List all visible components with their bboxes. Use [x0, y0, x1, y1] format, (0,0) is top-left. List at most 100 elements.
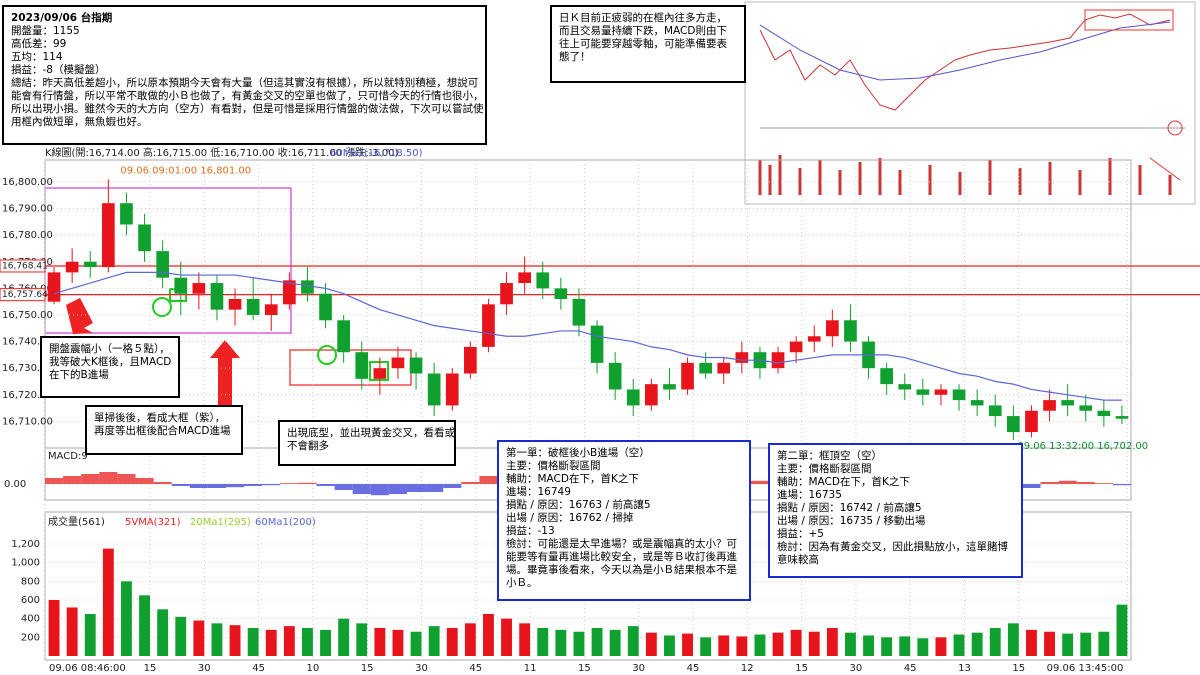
candle-body	[373, 368, 387, 379]
annotation-line: 損點 / 原因：16763 / 前高讓5	[506, 499, 651, 511]
macd-bar	[189, 484, 208, 488]
macd-bar	[99, 472, 118, 484]
y-tick-label: 16,740.00	[2, 337, 53, 348]
candle-body	[898, 384, 912, 390]
candle-body	[355, 352, 369, 379]
candle-body	[807, 336, 821, 342]
x-tick-label: 13	[958, 663, 971, 674]
macd-bar	[316, 484, 335, 486]
volume-bar	[700, 637, 712, 656]
reference-label-box	[0, 259, 46, 273]
y-tick-label: 800	[21, 576, 40, 587]
candle-body	[83, 261, 97, 268]
macd-bar	[479, 476, 498, 484]
candle-body	[65, 261, 79, 273]
candle-body	[1061, 400, 1074, 406]
macd-bar	[461, 482, 480, 484]
volume-bar	[971, 632, 983, 656]
annotation-line: 五均：114	[11, 51, 63, 63]
volume-bar	[573, 631, 585, 656]
annotation-box: 單掃後後，看成大框（紫）， 再度等出框後配合MACD進場	[85, 405, 243, 455]
candle-body	[608, 362, 622, 390]
low-label: 09.06 13:32:00 16,702.00	[1017, 441, 1148, 452]
annotation-line: 往上可能要穿越零軸，可能準備要表	[559, 38, 727, 50]
candle-body	[120, 203, 133, 225]
volume-bar	[989, 628, 1001, 656]
annotation-line: 在下的B進場	[49, 369, 109, 381]
candle-body	[427, 373, 441, 406]
candle-body	[156, 251, 169, 278]
x-tick-label: 15	[1012, 663, 1025, 674]
volume-bar	[1007, 623, 1019, 656]
annotation-line: 意味較高	[777, 554, 819, 566]
macd-bar	[81, 474, 100, 484]
x-tick-label: 10	[307, 663, 320, 674]
volume-bar	[863, 635, 874, 656]
volume-bar	[501, 618, 512, 656]
y-tick-label: 200	[21, 632, 40, 643]
candle-body	[645, 384, 658, 406]
x-tick-label: 09.06 08:46:00	[49, 663, 126, 674]
candle-body	[246, 299, 260, 315]
x-tick-label: 45	[904, 663, 917, 674]
volume-bar	[356, 623, 368, 656]
volume-bar	[826, 628, 838, 656]
volume-bar	[645, 632, 657, 656]
candle-body	[228, 299, 242, 310]
macd-bar	[153, 482, 172, 484]
macd-bar	[226, 484, 245, 488]
volume-bar	[283, 626, 295, 656]
macd-bar	[1094, 483, 1113, 484]
entry-circle	[317, 345, 337, 365]
macd-bar	[1112, 484, 1131, 486]
exit-square	[369, 361, 389, 381]
macd-bar	[280, 483, 299, 484]
macd-title: MACD:9	[48, 451, 88, 462]
annotation-line: 輔助：MACD在下，首K之下	[506, 473, 639, 485]
annotation-line: 檢討：因為有黃金交叉，因此損點放小，這單賭博	[777, 541, 1008, 553]
candle-body	[1007, 416, 1020, 433]
candle-body	[934, 389, 948, 395]
candle-body	[536, 272, 550, 289]
y-tick-label: 16,730.00	[2, 363, 53, 374]
volume-legend: 20Ma1(295)	[190, 517, 251, 528]
macd-bar	[352, 484, 371, 494]
candle-body	[1025, 410, 1038, 433]
x-tick-label: 30	[850, 663, 863, 674]
volume-bar	[392, 629, 404, 656]
annotation-box: 開盤震幅小（一格５點）， 我等破大K框後，且MACD 在下的B進場	[40, 336, 180, 398]
candle-body	[681, 362, 694, 390]
volume-bar	[1098, 631, 1110, 656]
candle-body	[47, 272, 61, 302]
high-label: 09.06 09:01:00 16,801.00	[120, 165, 251, 176]
candle-body	[102, 203, 115, 268]
x-tick-label: 15	[578, 663, 591, 674]
annotation-line: 出場 / 原因：16762 / 掃掉	[506, 512, 634, 524]
volume-bar	[102, 548, 114, 656]
candle-body	[174, 277, 188, 294]
annotation-box: 2023/09/06 台指期 開盤量：1155 高低差：99 五均：114 損益：-8（…	[2, 5, 487, 145]
macd-bar	[443, 484, 462, 488]
macd-bar	[1040, 482, 1059, 484]
annotation-line: 開盤震幅小（一格５點），	[49, 343, 170, 355]
volume-bar	[1116, 604, 1128, 656]
annotation-line: 態了！	[559, 51, 591, 63]
candle-body	[916, 389, 930, 395]
volume-bar	[1026, 629, 1037, 656]
macd-bar	[63, 476, 82, 484]
candle-body	[1115, 416, 1129, 419]
candle-body	[138, 224, 151, 252]
x-tick-label: 15	[361, 663, 374, 674]
annotation-line: 再度等出框後配合MACD進場	[94, 425, 231, 437]
volume-bar	[338, 618, 350, 656]
volume-bar	[627, 626, 639, 656]
volume-bar	[1080, 632, 1092, 656]
daily-chart-inset	[744, 1, 1196, 205]
arrow	[210, 340, 240, 405]
annotation-line: 所以出現小損。雖然今天的大方向（空方）有看對，但是可惜是採用行情盤的做法做，下次…	[11, 103, 484, 115]
candle-body	[844, 320, 857, 342]
candle-body	[717, 362, 731, 374]
annotation-line: 用框內做短單，無魚蝦也好。	[11, 116, 148, 128]
annotation-line: 我等破大K框後，且MACD	[49, 356, 172, 368]
macd-bar	[370, 484, 389, 496]
